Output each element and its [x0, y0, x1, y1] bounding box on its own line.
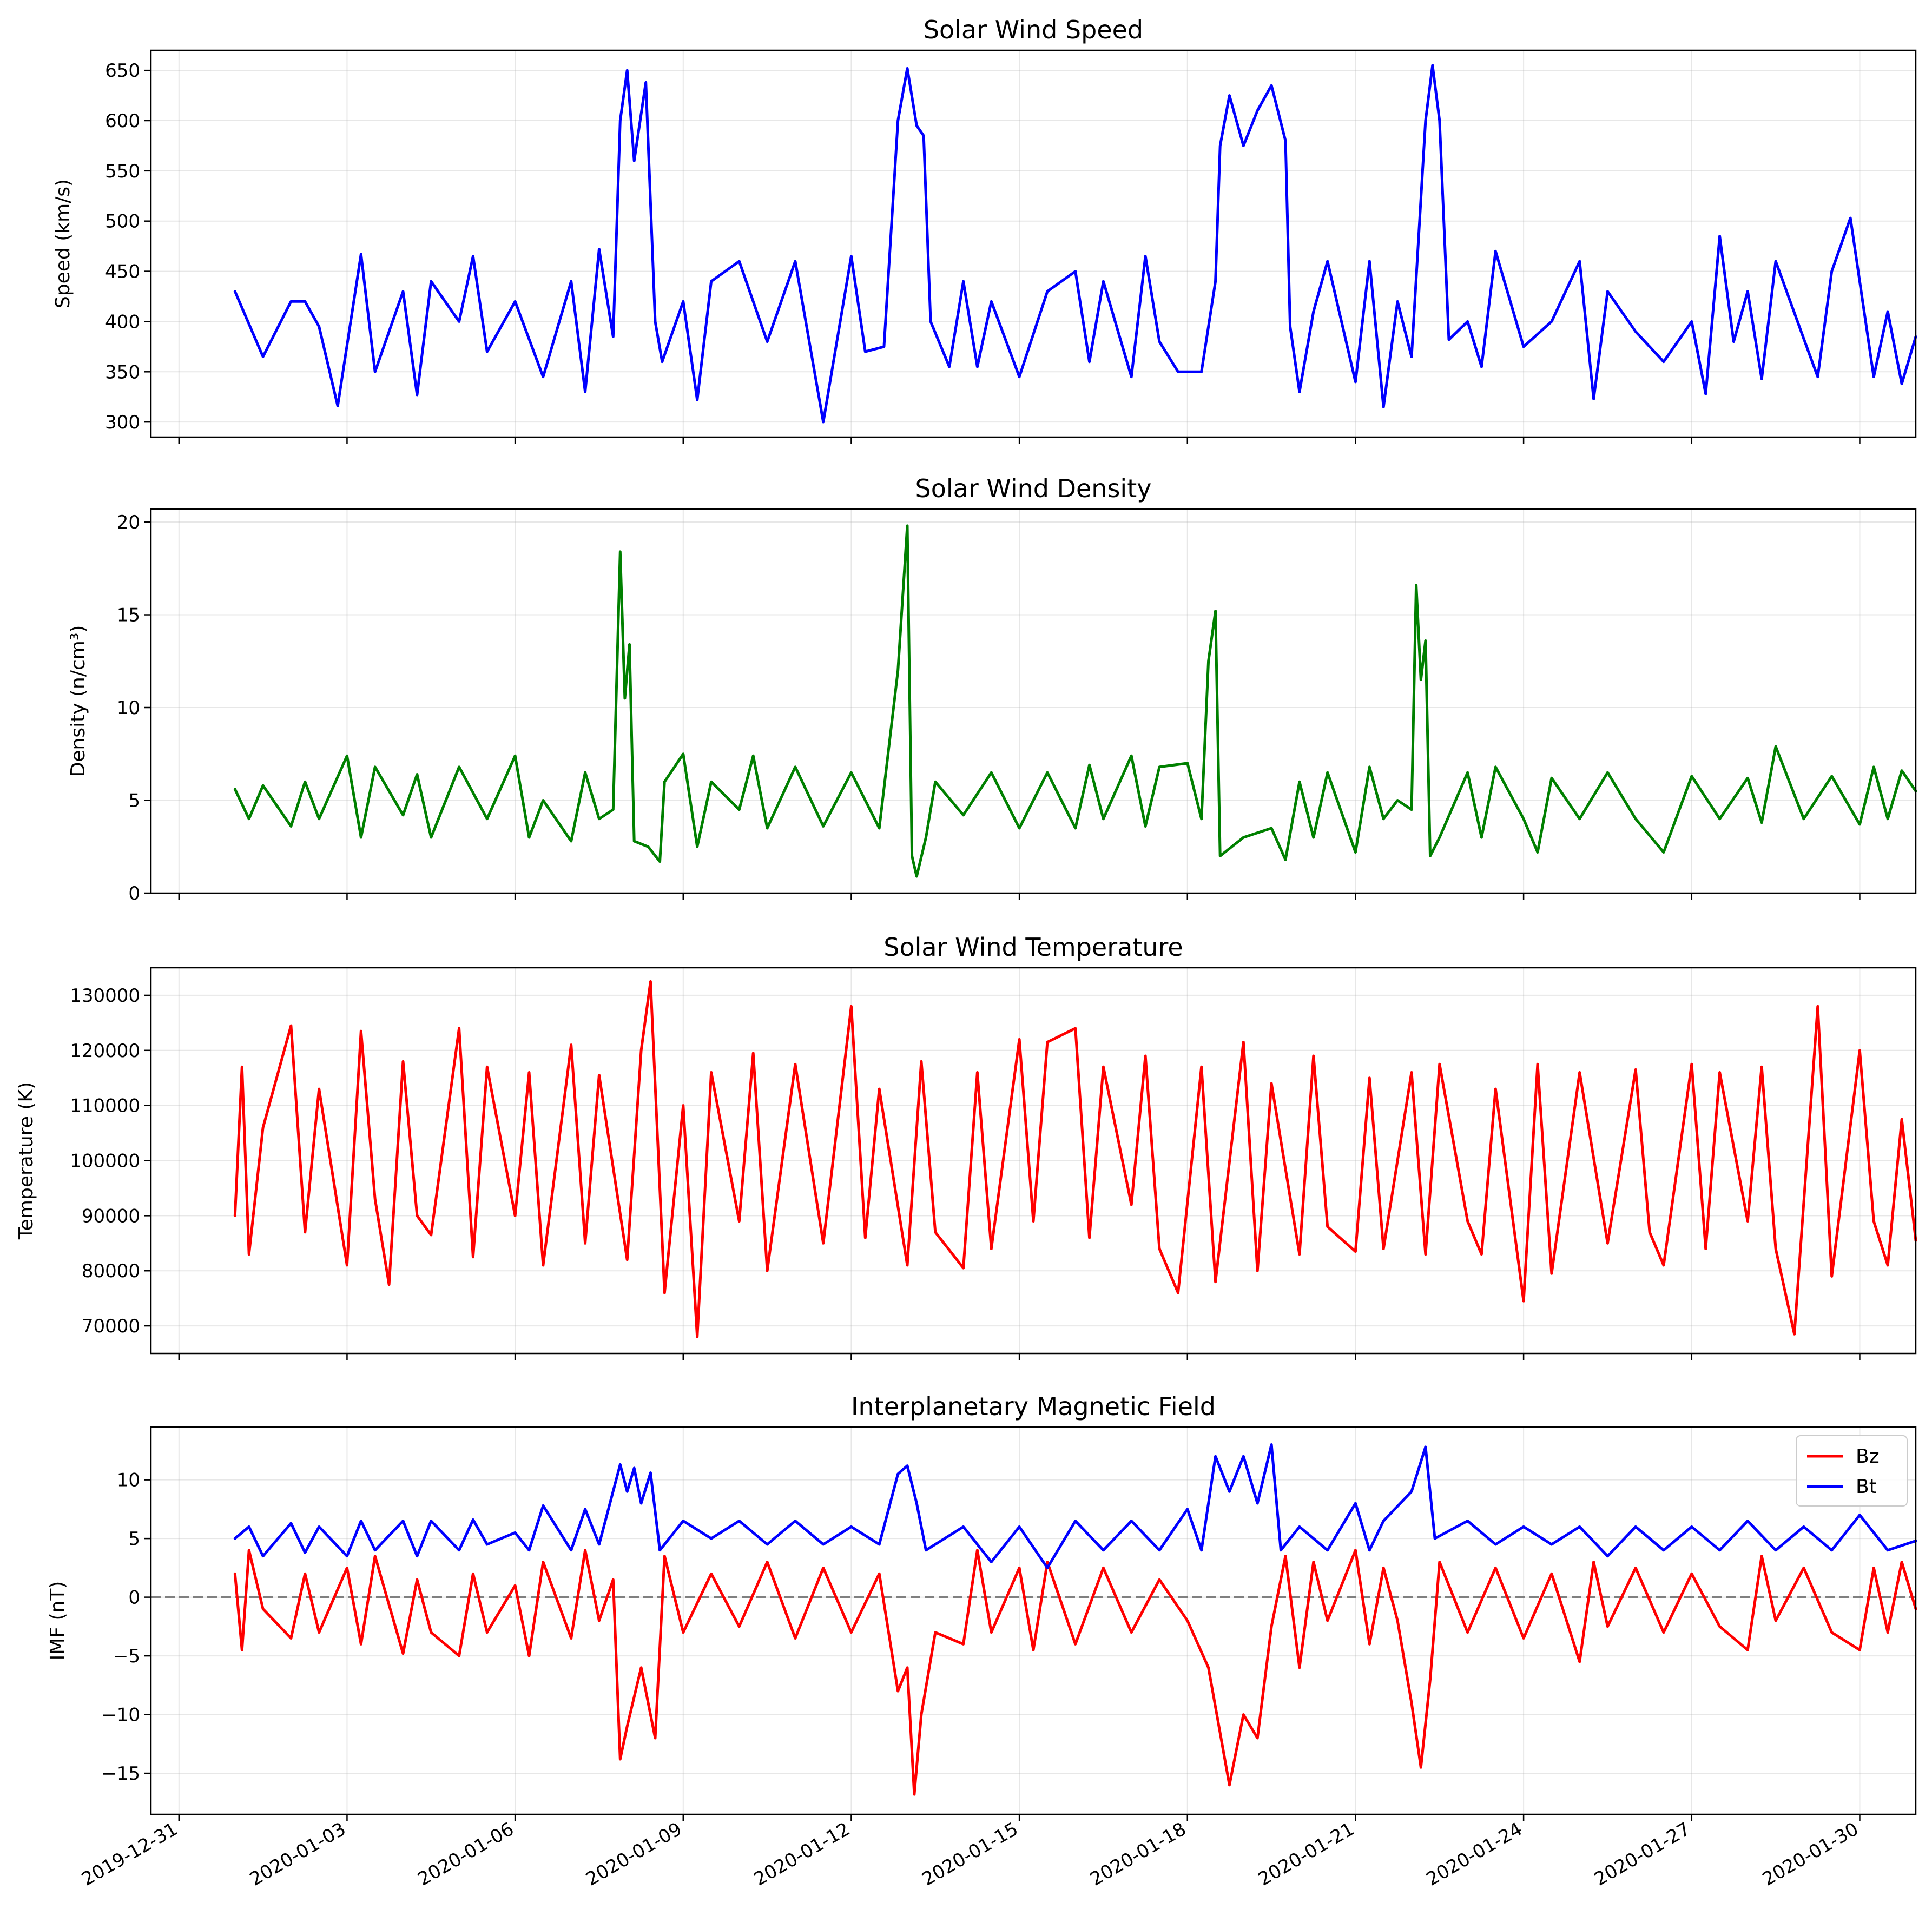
- y-tick-label: 600: [105, 110, 140, 132]
- y-tick-label: −5: [113, 1646, 140, 1667]
- panel-title: Solar Wind Speed: [924, 15, 1143, 44]
- y-tick-label: 5: [128, 790, 140, 812]
- y-tick-label: 0: [128, 1587, 140, 1609]
- y-axis-label: IMF (nT): [47, 1581, 69, 1661]
- y-tick-label: 400: [105, 311, 140, 333]
- y-tick-label: 450: [105, 261, 140, 283]
- y-tick-label: 650: [105, 60, 140, 82]
- panel-title: Solar Wind Temperature: [883, 933, 1183, 962]
- legend: Bz Bt: [1796, 1435, 1908, 1507]
- panel-title: Solar Wind Density: [915, 474, 1152, 503]
- y-tick-label: 300: [105, 412, 140, 433]
- series-line-2-1: [233, 524, 1917, 878]
- series-line-1-1: [233, 64, 1917, 424]
- y-axis-label: Temperature (K): [15, 1082, 37, 1240]
- y-tick-label: 80000: [82, 1260, 140, 1282]
- y-tick-label: 70000: [82, 1316, 140, 1337]
- axes-frame: [150, 49, 1917, 438]
- y-tick-label: 100000: [70, 1151, 140, 1172]
- panel-2: 0 5 10 15 20 Solar Wind Density Density (n/cm³…: [67, 474, 1917, 904]
- axes-frame: [150, 508, 1917, 894]
- series-line-3-1: [233, 980, 1917, 1338]
- y-tick-label: 550: [105, 161, 140, 182]
- series-line-bz: [233, 1549, 1917, 1796]
- panel-title: Interplanetary Magnetic Field: [851, 1392, 1216, 1421]
- y-tick-label: −15: [101, 1763, 140, 1785]
- y-tick-label: 90000: [82, 1205, 140, 1227]
- y-tick-label: 5: [128, 1528, 140, 1550]
- legend-label-bz: Bz: [1856, 1445, 1880, 1468]
- y-tick-label: 10: [117, 697, 140, 719]
- y-tick-label: 20: [117, 512, 140, 533]
- legend-label-bt: Bt: [1856, 1476, 1877, 1498]
- y-tick-label: 0: [128, 883, 140, 904]
- y-axis-label: Density (n/cm³): [67, 625, 89, 777]
- panel-1: 300 350 400 450 500 550 600 650 Solar Wind Speed…: [52, 15, 1917, 444]
- y-tick-label: 500: [105, 211, 140, 233]
- y-tick-label: 350: [105, 361, 140, 383]
- y-tick-label: 10: [117, 1470, 140, 1491]
- y-tick-label: 120000: [70, 1040, 140, 1062]
- y-axis-label: Speed (km/s): [52, 179, 74, 308]
- legend-box: [1796, 1435, 1908, 1507]
- y-tick-label: 15: [117, 605, 140, 626]
- series-line-bt: [233, 1443, 1917, 1569]
- y-tick-label: 110000: [70, 1095, 140, 1117]
- y-tick-label: −10: [101, 1705, 140, 1726]
- axes-frame: [150, 1426, 1917, 1815]
- y-tick-label: 130000: [70, 985, 140, 1007]
- panel-3: 70000 80000 90000 100000 110000 120000 130000 S…: [15, 933, 1917, 1360]
